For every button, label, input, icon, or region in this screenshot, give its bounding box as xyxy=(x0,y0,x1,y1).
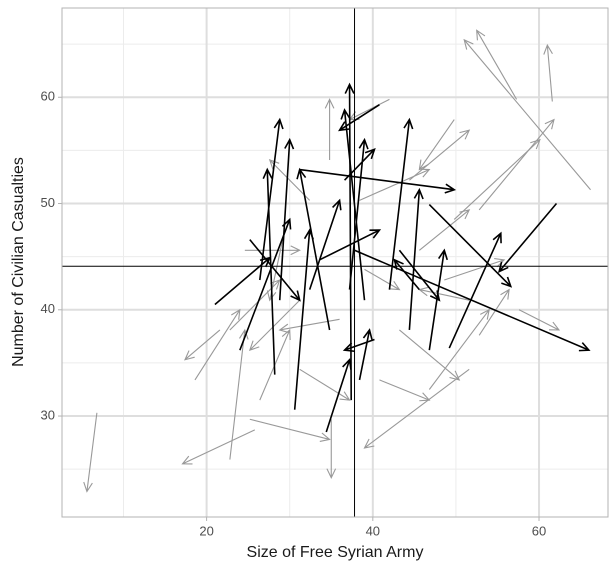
arrow xyxy=(343,148,376,181)
arrow xyxy=(363,368,470,449)
arrow xyxy=(244,245,301,256)
arrow xyxy=(393,258,420,291)
arrow xyxy=(348,137,369,290)
arrow xyxy=(249,239,301,302)
arrow xyxy=(418,286,470,301)
y-tick-label: 50 xyxy=(41,195,55,210)
arrow xyxy=(478,118,555,211)
arrow xyxy=(325,357,352,433)
arrow xyxy=(409,129,471,181)
arrow xyxy=(518,309,561,331)
arrow xyxy=(229,328,249,460)
arrow xyxy=(478,288,510,336)
arrow xyxy=(408,187,424,331)
arrow xyxy=(268,159,311,201)
arrow xyxy=(418,119,455,171)
arrow xyxy=(194,308,241,381)
x-axis-title: Size of Free Syrian Army xyxy=(247,544,424,561)
x-tick-label: 40 xyxy=(366,523,380,538)
y-tick-label: 40 xyxy=(41,301,55,316)
arrow xyxy=(299,368,351,401)
arrow xyxy=(399,329,461,381)
arrow xyxy=(83,412,98,493)
arrow xyxy=(543,43,553,102)
arrow xyxy=(181,429,256,465)
y-axis-title: Number of Civilian Casualties xyxy=(10,157,27,367)
arrow xyxy=(342,338,375,353)
y-tick-label: 30 xyxy=(41,407,55,422)
arrow xyxy=(214,256,272,306)
arrow xyxy=(258,117,284,281)
arrow xyxy=(308,198,342,290)
arrow xyxy=(448,231,502,349)
arrow xyxy=(419,209,471,251)
arrow xyxy=(296,167,331,331)
arrow xyxy=(319,229,382,261)
arrow xyxy=(354,249,591,352)
x-tick-label: 60 xyxy=(532,523,546,538)
arrow xyxy=(428,204,513,288)
arrow xyxy=(388,117,414,290)
arrow xyxy=(428,248,449,351)
arrow xyxy=(359,168,431,201)
arrow xyxy=(324,98,335,160)
arrow xyxy=(184,329,221,361)
panel-border xyxy=(61,7,609,518)
arrow xyxy=(326,419,337,479)
arrow xyxy=(262,167,276,375)
arrow xyxy=(278,318,340,334)
arrow xyxy=(249,418,331,442)
arrow xyxy=(248,299,301,352)
arrow xyxy=(299,168,457,194)
x-tick-label: 20 xyxy=(199,523,213,538)
arrow xyxy=(348,98,390,121)
arrow xyxy=(278,137,295,301)
y-tick-label: 60 xyxy=(41,89,55,104)
arrow xyxy=(379,379,431,402)
arrow xyxy=(497,203,558,273)
arrow xyxy=(444,258,506,281)
arrow xyxy=(358,328,373,381)
arrow xyxy=(340,108,366,301)
arrow xyxy=(398,249,441,302)
arrow xyxy=(364,268,401,291)
arrow xyxy=(463,38,591,191)
arrow xyxy=(428,308,490,390)
arrow xyxy=(476,29,518,100)
